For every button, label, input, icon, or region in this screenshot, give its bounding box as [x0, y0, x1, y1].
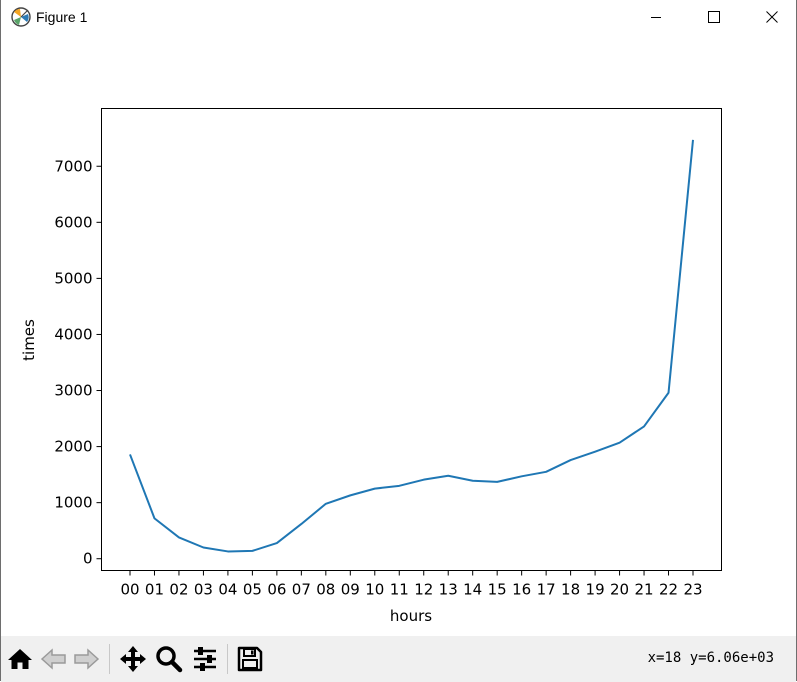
- x-tick-label: 13: [439, 581, 458, 599]
- x-tick-label: 17: [537, 581, 556, 599]
- x-tick-label: 06: [267, 581, 286, 599]
- x-tick-label: 03: [194, 581, 213, 599]
- title-bar: Figure 1: [1, 0, 796, 34]
- toolbar-separator: [227, 644, 228, 674]
- minimize-icon: [651, 17, 661, 18]
- maximize-icon: [708, 11, 720, 23]
- x-tick-label: 00: [120, 581, 139, 599]
- x-tick-label: 23: [683, 581, 702, 599]
- x-tick-label: 04: [218, 581, 237, 599]
- figure-canvas[interactable]: 0 1000 2000 3000 4000 5000 6000 7000 00 01 02 03 04…: [1, 34, 796, 636]
- matplotlib-logo-icon: [11, 7, 31, 27]
- save-button[interactable]: [235, 644, 265, 674]
- x-axis-label: hours: [390, 607, 432, 625]
- y-tick-label: 3000: [54, 382, 92, 400]
- close-button[interactable]: [743, 0, 797, 34]
- y-tick-label: 7000: [54, 157, 92, 175]
- toolbar-separator: [109, 644, 110, 674]
- x-tick-label: 15: [488, 581, 507, 599]
- plot-area: [101, 108, 722, 571]
- cursor-coordinates: x=18 y=6.06e+03: [647, 650, 774, 666]
- series-line: [129, 139, 694, 553]
- x-tick-label: 21: [634, 581, 653, 599]
- y-tick-label: 0: [83, 550, 93, 568]
- x-tick-label: 20: [610, 581, 629, 599]
- close-icon: [766, 11, 778, 23]
- x-tick-label: 19: [586, 581, 605, 599]
- configure-subplots-button[interactable]: [190, 644, 220, 674]
- x-tick-label: 11: [390, 581, 409, 599]
- back-button[interactable]: [39, 644, 69, 674]
- window-title: Figure 1: [36, 9, 88, 25]
- maximize-button[interactable]: [685, 0, 743, 34]
- forward-arrow-icon: [74, 648, 100, 670]
- x-tick-label: 22: [659, 581, 678, 599]
- x-tick-label: 05: [243, 581, 262, 599]
- zoom-button[interactable]: [154, 644, 184, 674]
- pan-button[interactable]: [118, 644, 148, 674]
- line-chart: 0 1000 2000 3000 4000 5000 6000 7000 00 01 02 03 04…: [20, 108, 722, 625]
- x-tick-label: 18: [561, 581, 580, 599]
- move-icon: [120, 646, 146, 672]
- x-tick-label: 16: [512, 581, 531, 599]
- zoom-icon: [156, 646, 183, 673]
- x-tick-label: 02: [169, 581, 188, 599]
- x-tick-label: 14: [463, 581, 482, 599]
- forward-button[interactable]: [71, 644, 101, 674]
- x-tick-label: 07: [292, 581, 311, 599]
- y-tick-label: 4000: [54, 325, 92, 343]
- y-axis-label: times: [20, 319, 38, 361]
- x-tick-label: 08: [316, 581, 335, 599]
- navigation-toolbar: x=18 y=6.06e+03: [1, 636, 796, 682]
- home-icon: [8, 649, 32, 669]
- x-tick-label: 12: [414, 581, 433, 599]
- y-tick-label: 5000: [54, 269, 92, 287]
- save-icon: [237, 646, 263, 672]
- x-tick-label: 09: [341, 581, 360, 599]
- back-arrow-icon: [40, 648, 66, 670]
- x-tick-label: 01: [145, 581, 164, 599]
- y-tick-label: 1000: [54, 494, 92, 512]
- y-tick-label: 6000: [54, 213, 92, 231]
- y-tick-label: 2000: [54, 438, 92, 456]
- x-tick-label: 10: [365, 581, 384, 599]
- sliders-icon: [194, 647, 216, 671]
- home-button[interactable]: [5, 644, 35, 674]
- minimize-button[interactable]: [627, 0, 685, 34]
